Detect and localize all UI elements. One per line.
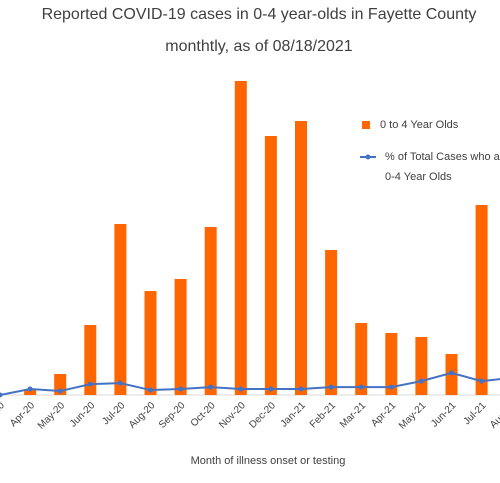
bar bbox=[355, 323, 368, 395]
line-marker bbox=[178, 386, 184, 392]
line-marker bbox=[418, 378, 424, 384]
bar bbox=[84, 325, 97, 395]
x-tick-label: May-21 bbox=[397, 400, 429, 432]
line-marker bbox=[358, 384, 364, 390]
x-tick-label: Jul-21 bbox=[462, 400, 489, 427]
x-tick-label: Dec-20 bbox=[247, 400, 278, 431]
bar bbox=[415, 337, 428, 395]
legend-label: % of Total Cases who are 0-4 Year Olds bbox=[385, 151, 500, 183]
bar bbox=[234, 81, 247, 395]
line-marker bbox=[238, 386, 244, 392]
legend-swatch bbox=[365, 154, 371, 160]
line-marker bbox=[298, 386, 304, 392]
bar bbox=[264, 136, 277, 395]
x-tick-label: Aug-21 bbox=[488, 400, 500, 431]
legend-swatch bbox=[362, 121, 370, 129]
legend-label: 0 to 4 Year Olds bbox=[380, 119, 459, 131]
bar bbox=[475, 205, 488, 395]
x-tick-label: Nov-20 bbox=[217, 400, 248, 431]
bar bbox=[24, 389, 37, 395]
bar bbox=[385, 333, 398, 395]
x-tick-label: Mar-21 bbox=[338, 400, 368, 430]
x-tick-label: Jan-21 bbox=[279, 400, 309, 430]
line bbox=[0, 371, 500, 396]
chart-title: Reported COVID-19 cases in 0-4 year-olds… bbox=[42, 6, 477, 23]
line-marker bbox=[388, 384, 394, 390]
x-tick-label: Apr-20 bbox=[8, 400, 37, 429]
bar bbox=[174, 279, 187, 395]
line-marker bbox=[148, 387, 153, 393]
line-marker bbox=[0, 392, 3, 398]
bar bbox=[295, 121, 307, 395]
bar bbox=[204, 227, 217, 395]
bar bbox=[144, 291, 157, 395]
line-marker bbox=[268, 386, 274, 392]
bar bbox=[325, 250, 338, 395]
x-tick-label: Aug-20 bbox=[127, 400, 158, 431]
x-tick-label: Apr-21 bbox=[369, 400, 398, 429]
x-tick-label: Feb-21 bbox=[308, 400, 338, 430]
x-tick-label: Jun-20 bbox=[68, 400, 98, 430]
chart-title: monthtly, as of 08/18/2021 bbox=[165, 38, 352, 55]
bar bbox=[54, 374, 67, 395]
x-tick-label: Jul-20 bbox=[100, 400, 127, 427]
line-marker bbox=[208, 384, 214, 390]
line-marker bbox=[27, 386, 33, 392]
line-marker bbox=[449, 370, 454, 376]
x-tick-label: Oct-20 bbox=[189, 400, 218, 429]
line-marker bbox=[57, 388, 63, 394]
x-tick-label: Mar-20 bbox=[0, 400, 7, 430]
x-tick-label: Jun-21 bbox=[429, 400, 459, 430]
x-tick-label: Sep-20 bbox=[157, 400, 188, 431]
x-axis-label: Month of illness onset or testing bbox=[191, 455, 346, 467]
line-marker bbox=[87, 381, 93, 387]
line-marker bbox=[328, 384, 334, 390]
x-tick-label: May-20 bbox=[36, 400, 68, 432]
line-marker bbox=[117, 380, 123, 386]
line-marker bbox=[479, 378, 485, 384]
bar bbox=[114, 224, 127, 395]
